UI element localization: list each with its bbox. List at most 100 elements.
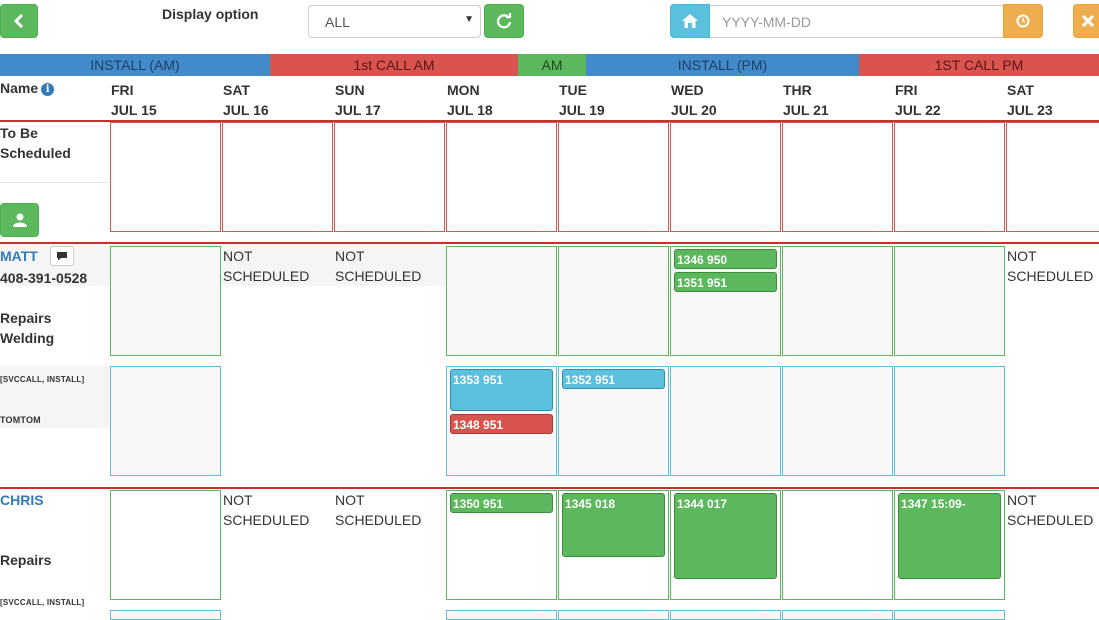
job-card[interactable]: 1348 951	[450, 414, 553, 434]
ns-line: NOT	[335, 248, 365, 264]
label-line: Scheduled	[0, 145, 71, 161]
matt-cell-fri-15[interactable]	[110, 246, 221, 356]
matt-not-scheduled-sat-23: NOT SCHEDULED	[1007, 246, 1093, 286]
date-placeholder: YYYY-MM-DD	[722, 14, 811, 30]
matt-cell-thr-21[interactable]	[782, 246, 893, 356]
matt-cell2-fri-22[interactable]	[894, 366, 1005, 476]
next-row-cell[interactable]	[446, 610, 557, 620]
day-dow: TUE	[559, 82, 587, 98]
home-button[interactable]	[670, 4, 710, 38]
unscheduled-cell-fri-15[interactable]	[110, 122, 221, 232]
day-date: JUL 19	[559, 102, 605, 118]
display-option-select[interactable]: ALL ▼	[308, 5, 481, 38]
day-header-sat-23: SAT JUL 23	[1007, 80, 1053, 120]
info-icon[interactable]: i	[41, 83, 55, 96]
chat-icon[interactable]	[50, 246, 74, 266]
category-1st-call-am: 1st CALL AM	[270, 54, 518, 76]
user-icon	[12, 213, 27, 227]
job-card[interactable]: 1351 951	[674, 272, 777, 292]
chris-not-scheduled-sat: NOT SCHEDULED	[223, 490, 309, 530]
matt-shade	[0, 244, 446, 286]
matt-cell2-wed-20[interactable]	[670, 366, 781, 476]
matt-cell2-fri-15[interactable]	[110, 366, 221, 476]
ns-line: SCHEDULED	[1007, 268, 1094, 284]
assign-user-button[interactable]	[0, 203, 39, 237]
matt-cell-tue-19[interactable]	[558, 246, 669, 356]
close-button[interactable]	[1073, 4, 1099, 38]
ns-line: NOT	[223, 248, 253, 264]
chris-cell-thr-21[interactable]	[782, 490, 893, 600]
chris-name[interactable]: CHRIS	[0, 492, 44, 508]
next-row-cell[interactable]	[558, 610, 669, 620]
name-column-header: Name i	[0, 80, 55, 96]
home-icon	[682, 14, 698, 28]
day-header-mon-18: MON JUL 18	[447, 80, 493, 120]
day-dow: FRI	[895, 82, 918, 98]
ns-line: SCHEDULED	[335, 512, 422, 528]
display-option-label: Display option	[162, 6, 259, 22]
day-header-sat-16: SAT JUL 16	[223, 80, 269, 120]
next-row-cell[interactable]	[894, 610, 1005, 620]
name-header-label: Name	[0, 80, 39, 96]
refresh-icon	[496, 13, 512, 29]
job-card[interactable]: 1353 951	[450, 369, 553, 411]
ns-line: SCHEDULED	[223, 512, 310, 528]
ns-line: NOT	[1007, 492, 1037, 508]
job-card[interactable]: 1344 017	[674, 493, 777, 579]
day-date: JUL 17	[335, 102, 381, 118]
category-am: AM	[518, 54, 586, 76]
display-option-value: ALL	[325, 14, 350, 30]
job-card[interactable]: 1347 15:09-	[898, 493, 1001, 579]
day-date: JUL 16	[223, 102, 269, 118]
job-card[interactable]: 1345 018	[562, 493, 665, 557]
refresh-button[interactable]	[484, 4, 524, 38]
unscheduled-cell-wed-20[interactable]	[670, 122, 781, 232]
matt-cell2-thr-21[interactable]	[782, 366, 893, 476]
day-date: JUL 23	[1007, 102, 1053, 118]
day-header-sun-17: SUN JUL 17	[335, 80, 381, 120]
matt-not-scheduled-sat: NOT SCHEDULED	[223, 246, 309, 286]
unscheduled-cell-mon-18[interactable]	[446, 122, 557, 232]
unscheduled-cell-thr-21[interactable]	[782, 122, 893, 232]
matt-phone: 408-391-0528	[0, 270, 88, 286]
chris-job-types: [SVCCALL, INSTALL]	[0, 598, 85, 607]
unscheduled-cell-sat-23[interactable]	[1006, 122, 1099, 232]
next-row-cell[interactable]	[782, 610, 893, 620]
ns-line: NOT	[223, 492, 253, 508]
next-row-cell[interactable]	[110, 610, 221, 620]
unscheduled-cell-sun-17[interactable]	[334, 122, 445, 232]
matt-shade-2	[0, 366, 110, 428]
day-dow: THR	[783, 82, 812, 98]
matt-job-types: [SVCCALL, INSTALL]	[0, 375, 85, 384]
chris-cell-fri-15[interactable]	[110, 490, 221, 600]
chris-not-scheduled-sat-23: NOT SCHEDULED	[1007, 490, 1093, 530]
row-separator	[0, 120, 1099, 122]
next-row-cell[interactable]	[670, 610, 781, 620]
day-dow: MON	[447, 82, 480, 98]
unscheduled-cell-fri-22[interactable]	[894, 122, 1005, 232]
to-be-scheduled-label: To Be Scheduled	[0, 123, 71, 163]
clock-button[interactable]	[1003, 4, 1043, 38]
unscheduled-cell-tue-19[interactable]	[558, 122, 669, 232]
matt-cell-fri-22[interactable]	[894, 246, 1005, 356]
day-date: JUL 15	[111, 102, 157, 118]
day-header-fri-15: FRI JUL 15	[111, 80, 157, 120]
job-card[interactable]: 1346 950	[674, 249, 777, 269]
ns-line: SCHEDULED	[223, 268, 310, 284]
back-button[interactable]	[0, 4, 38, 38]
category-1st-call-pm: 1ST CALL PM	[859, 54, 1099, 76]
date-input[interactable]: YYYY-MM-DD	[710, 5, 1004, 38]
row-separator	[0, 242, 1099, 244]
unscheduled-cell-sat-16[interactable]	[222, 122, 333, 232]
matt-cell-mon-18[interactable]	[446, 246, 557, 356]
matt-name[interactable]: MATT	[0, 248, 38, 264]
day-header-thr-21: THR JUL 21	[783, 80, 829, 120]
label-line: To Be	[0, 125, 38, 141]
day-date: JUL 22	[895, 102, 941, 118]
job-card[interactable]: 1352 951	[562, 369, 665, 389]
job-card[interactable]: 1350 951	[450, 493, 553, 513]
category-install-pm: INSTALL (PM)	[586, 54, 859, 76]
chris-skill-repairs: Repairs	[0, 552, 52, 568]
category-install-am: INSTALL (AM)	[0, 54, 270, 76]
chevron-left-icon	[13, 14, 24, 28]
